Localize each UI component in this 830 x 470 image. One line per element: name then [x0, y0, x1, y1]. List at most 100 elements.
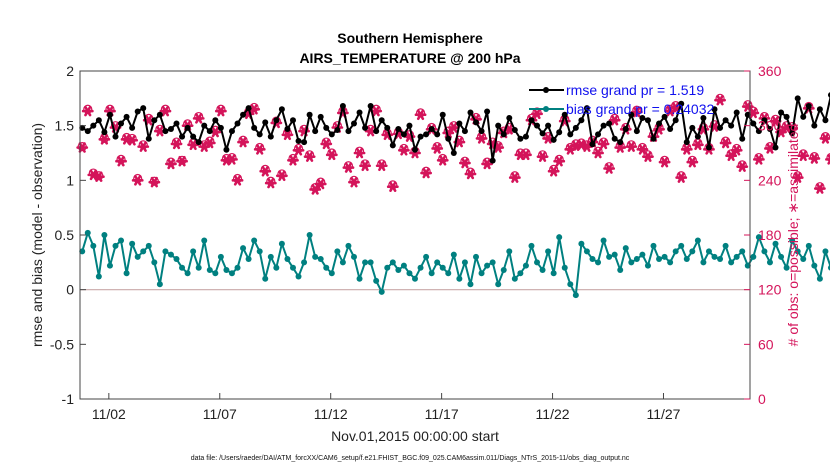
y-tick-label: -1 [62, 391, 75, 407]
assimilated-obs-marker [320, 138, 333, 150]
y-right-tick-label: 0 [758, 391, 766, 407]
assimilated-obs-marker [259, 165, 272, 177]
bias-point [228, 270, 235, 277]
rmse-point [800, 113, 807, 120]
assimilated-obs-core [151, 179, 157, 185]
rmse-point [400, 131, 407, 138]
assimilated-obs-marker [686, 156, 699, 168]
rmse-point [345, 128, 352, 135]
rmse-point [284, 125, 291, 132]
rmse-point [589, 141, 596, 148]
assimilated-obs-core [262, 168, 268, 174]
bias-point [639, 251, 646, 258]
assimilated-obs-core [390, 184, 396, 190]
bias-point [206, 266, 213, 273]
assimilated-obs-marker [159, 105, 172, 117]
assimilated-obs-marker [669, 102, 682, 113]
x-axis-label: Nov.01,2015 00:00:00 start [331, 428, 499, 444]
bias-point [733, 253, 740, 260]
assimilated-obs-marker [608, 114, 621, 126]
rmse-point [661, 113, 668, 120]
rmse-point [140, 105, 147, 112]
bias-point [794, 248, 801, 255]
rmse-point [550, 136, 557, 143]
bias-point [611, 251, 618, 258]
bias-point [184, 270, 191, 277]
assimilated-obs-core [140, 144, 146, 150]
assimilated-obs-marker [126, 134, 139, 146]
rmse-point [367, 102, 374, 109]
assimilated-obs-marker [165, 158, 177, 170]
bias-point [495, 281, 502, 288]
assimilated-obs-core [240, 139, 246, 145]
bias-point [450, 251, 457, 258]
rmse-point [722, 117, 729, 124]
assimilated-obs-marker [187, 139, 200, 151]
bias-point [245, 256, 252, 263]
x-tick-label: 11/27 [646, 406, 680, 422]
rmse-point [461, 128, 468, 135]
bias-point [212, 270, 219, 277]
rmse-point [90, 122, 97, 129]
bias-point [295, 273, 302, 280]
assimilated-obs-marker [226, 154, 238, 165]
rmse-point [578, 117, 585, 124]
bias-point [694, 237, 701, 244]
bias-point [622, 245, 629, 252]
assimilated-obs-core [190, 142, 196, 148]
rmse-point [772, 144, 779, 151]
bias-point [556, 234, 563, 241]
assimilated-obs-marker [364, 125, 377, 137]
rmse-point [201, 122, 208, 129]
assimilated-obs-core [307, 154, 313, 160]
rmse-point [744, 111, 751, 118]
assimilated-obs-core [312, 186, 318, 193]
assimilated-obs-core [478, 135, 485, 142]
bias-point [650, 242, 657, 249]
rmse-point [456, 120, 463, 127]
bias-point [473, 253, 480, 260]
bias-point [395, 266, 402, 273]
assimilated-obs-marker [353, 147, 366, 159]
rmse-point [123, 113, 130, 120]
rmse-point [517, 135, 524, 142]
rmse-point [306, 111, 313, 118]
assimilated-obs-core [456, 139, 462, 145]
bias-point [389, 259, 396, 266]
assimilated-obs-core [800, 153, 806, 159]
bias-point [334, 248, 341, 255]
bias-point [739, 248, 746, 255]
bias-point [173, 256, 180, 263]
bias-point [711, 253, 718, 260]
bias-point [400, 262, 407, 269]
assimilated-obs-marker [398, 144, 410, 156]
assimilated-obs-core [756, 156, 762, 162]
assimilated-obs-marker [314, 178, 327, 190]
assimilated-obs-marker [680, 144, 693, 155]
bias-point [550, 270, 557, 277]
rmse-point [334, 127, 341, 134]
y-axis-right-label: # of obs: o=possible; ∗=assimilated [785, 124, 801, 347]
rmse-point [728, 122, 735, 129]
bias-point [595, 259, 602, 266]
rmse-point [766, 125, 773, 132]
bias-point [661, 253, 668, 260]
rmse-point [79, 124, 86, 131]
bias-point [500, 266, 507, 273]
rmse-point [350, 120, 357, 127]
bias-point [467, 281, 474, 288]
rmse-point [606, 120, 613, 127]
bias-point [156, 281, 163, 288]
bias-point [805, 242, 812, 249]
assimilated-obs-marker [275, 170, 288, 182]
assimilated-obs-core [462, 160, 468, 166]
rmse-point [323, 124, 330, 131]
rmse-point [822, 117, 829, 124]
assimilated-obs-core [85, 108, 91, 114]
assimilated-obs-marker [303, 151, 316, 162]
assimilated-obs-core [495, 144, 501, 151]
assimilated-obs-core [695, 142, 701, 148]
assimilated-obs-core [606, 165, 612, 172]
assimilated-obs-marker [508, 172, 521, 183]
assimilated-obs-core [196, 115, 202, 121]
